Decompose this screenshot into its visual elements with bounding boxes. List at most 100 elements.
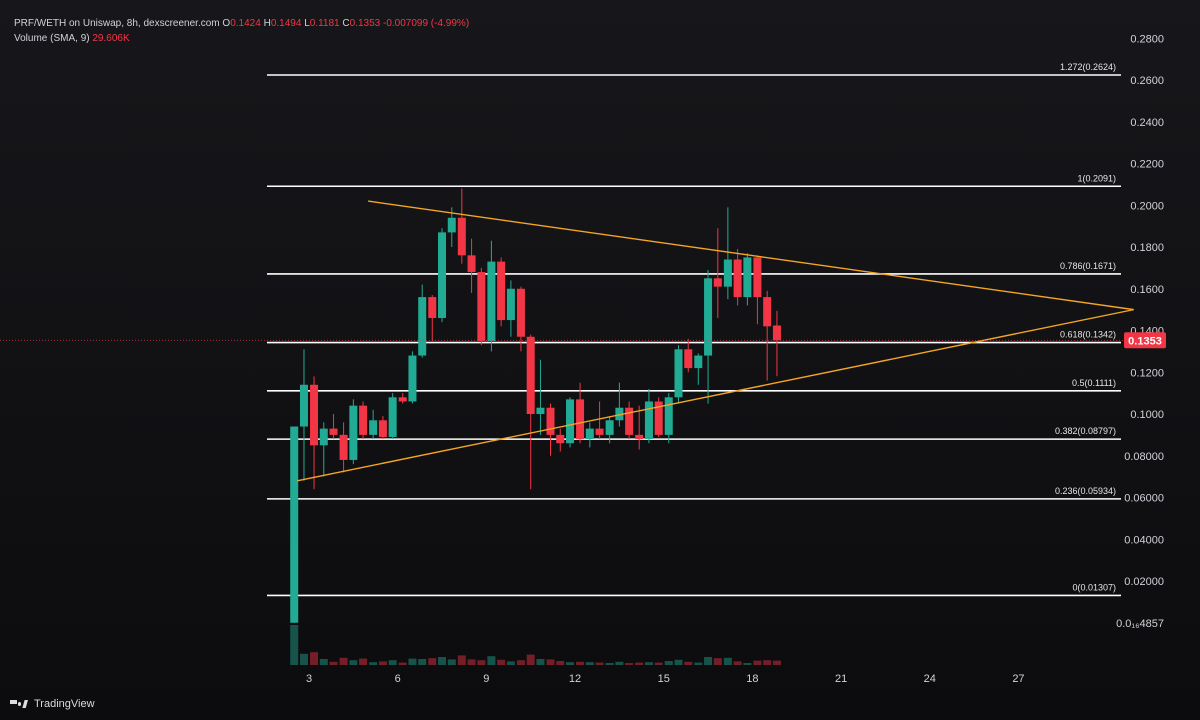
volume-bar bbox=[605, 663, 614, 665]
candle-body bbox=[674, 349, 683, 398]
volume-bar bbox=[615, 661, 624, 665]
y-tick-label-bottom: 0.0₁₆4857 bbox=[1116, 618, 1164, 630]
fib-level-label: 0.786(0.1671) bbox=[1060, 261, 1116, 271]
tradingview-brand[interactable]: TradingView bbox=[10, 698, 95, 710]
volume-bar bbox=[506, 661, 515, 665]
x-tick-label: 3 bbox=[306, 673, 312, 685]
volume-bar bbox=[467, 659, 476, 665]
legend-open: 0.1424 bbox=[230, 18, 261, 29]
x-tick-label: 9 bbox=[483, 673, 489, 685]
volume-bar bbox=[654, 662, 663, 665]
fib-level-label: 0(0.01307) bbox=[1072, 582, 1116, 592]
volume-bar bbox=[369, 662, 378, 665]
candle-body bbox=[723, 259, 732, 287]
volume-bar bbox=[585, 662, 594, 665]
volume-bar bbox=[704, 657, 713, 665]
candle-body bbox=[704, 278, 713, 356]
candle-body bbox=[516, 288, 525, 337]
volume-bar bbox=[329, 661, 338, 665]
volume-bar bbox=[290, 625, 299, 665]
y-tick-label: 0.2800 bbox=[1130, 33, 1164, 45]
trendline-lower bbox=[297, 308, 1134, 482]
x-tick-label: 21 bbox=[835, 673, 847, 685]
volume-bar bbox=[733, 661, 742, 665]
legend-close: 0.1353 bbox=[349, 18, 381, 29]
candle-body bbox=[556, 434, 565, 444]
volume-bar bbox=[625, 663, 634, 665]
volume-bar bbox=[378, 661, 387, 665]
volume-bar bbox=[418, 659, 427, 665]
candle-body bbox=[388, 397, 397, 437]
y-tick-label: 0.2400 bbox=[1130, 117, 1164, 129]
candle-body bbox=[369, 420, 378, 435]
candle-body bbox=[378, 420, 387, 437]
volume-bar bbox=[694, 662, 703, 665]
candle-body bbox=[595, 428, 604, 435]
volume-bar bbox=[635, 662, 644, 665]
volume-bar bbox=[595, 662, 604, 665]
y-tick-label: 0.2600 bbox=[1130, 75, 1164, 87]
candle-body bbox=[763, 297, 772, 327]
legend-close-label: C bbox=[342, 18, 350, 29]
volume-bar bbox=[408, 658, 417, 665]
candle-body bbox=[359, 405, 368, 435]
candle-body bbox=[487, 261, 496, 341]
y-tick-label: 0.1200 bbox=[1130, 367, 1164, 379]
candle-body bbox=[664, 397, 673, 435]
candle-body bbox=[684, 349, 693, 369]
tradingview-label: TradingView bbox=[34, 698, 95, 710]
fib-level-label: 0.236(0.05934) bbox=[1055, 486, 1116, 496]
volume-bar bbox=[516, 660, 525, 665]
candle-body bbox=[772, 325, 781, 341]
y-tick-label: 0.06000 bbox=[1124, 493, 1164, 505]
volume-bar bbox=[753, 660, 762, 665]
volume-bar bbox=[576, 661, 585, 665]
volume-bar bbox=[438, 657, 447, 665]
y-tick-label: 0.1800 bbox=[1130, 242, 1164, 254]
trendline-upper bbox=[368, 200, 1134, 311]
tradingview-logo-icon bbox=[10, 698, 28, 710]
candle-body bbox=[635, 434, 644, 440]
candle-body bbox=[546, 407, 555, 435]
fib-level-label: 1.272(0.2624) bbox=[1060, 62, 1116, 72]
fib-level-label: 0.618(0.1342) bbox=[1060, 330, 1116, 340]
fib-level-label: 1(0.2091) bbox=[1077, 173, 1116, 183]
volume-bar bbox=[664, 661, 673, 665]
legend-title: PRF/WETH on Uniswap, 8h, dexscreener.com bbox=[14, 18, 220, 29]
candle-body bbox=[654, 401, 663, 435]
candle-body bbox=[408, 355, 417, 402]
candle-body bbox=[428, 297, 437, 318]
candle-body bbox=[743, 257, 752, 298]
volume-bar bbox=[713, 658, 722, 665]
candle-body bbox=[615, 407, 624, 421]
fib-level-label: 0.382(0.08797) bbox=[1055, 426, 1116, 436]
candle-body bbox=[506, 288, 515, 321]
volume-bar bbox=[299, 653, 308, 665]
volume-bar bbox=[556, 661, 565, 665]
candle-body bbox=[566, 399, 575, 444]
legend-high: 0.1494 bbox=[270, 18, 302, 29]
legend-volume-label: Volume (SMA, 9) bbox=[14, 33, 90, 44]
volume-bar bbox=[566, 662, 575, 665]
x-tick-label: 27 bbox=[1012, 673, 1024, 685]
candle-body bbox=[477, 272, 486, 341]
volume-bar bbox=[526, 654, 535, 665]
volume-bar bbox=[763, 660, 772, 665]
y-tick-label: 0.1600 bbox=[1130, 284, 1164, 296]
candle-body bbox=[526, 336, 535, 414]
volume-bar bbox=[447, 659, 456, 665]
volume-bar bbox=[684, 661, 693, 665]
x-tick-label: 15 bbox=[658, 673, 670, 685]
legend-high-label: H bbox=[263, 18, 271, 29]
y-tick-label: 0.04000 bbox=[1124, 534, 1164, 546]
candle-body bbox=[694, 355, 703, 369]
candle-body bbox=[329, 428, 338, 435]
volume-bar bbox=[339, 657, 348, 665]
volume-bar bbox=[359, 658, 368, 665]
candle-body bbox=[536, 407, 545, 414]
candle-body bbox=[319, 428, 328, 446]
y-tick-label: 0.2000 bbox=[1130, 200, 1164, 212]
candle-body bbox=[585, 428, 594, 440]
legend-change: -0.007099 (-4.99%) bbox=[382, 18, 470, 29]
